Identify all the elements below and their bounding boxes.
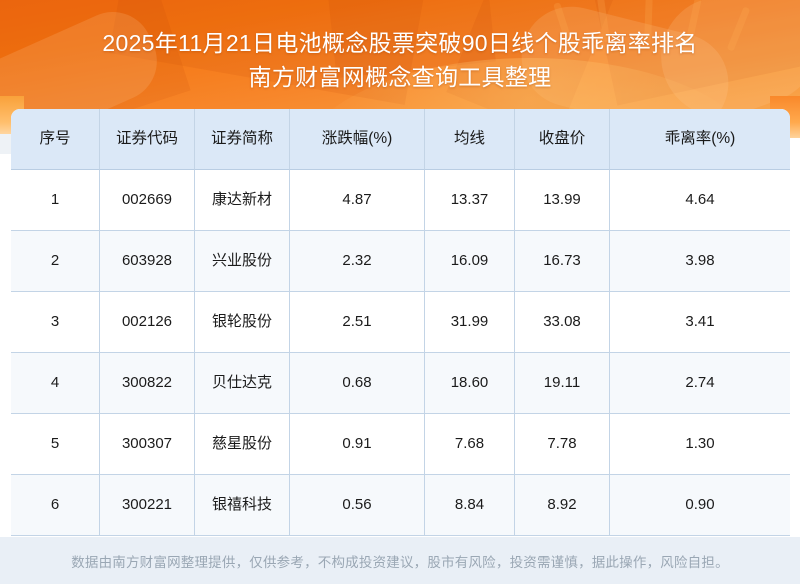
cell-bias: 1.30 [610, 414, 790, 475]
column-header-close[interactable]: 收盘价 [515, 109, 610, 170]
table-body: 1 002669 康达新材 4.87 13.37 13.99 4.64 2 60… [11, 170, 790, 536]
table-row[interactable]: 2 603928 兴业股份 2.32 16.09 16.73 3.98 [11, 231, 790, 292]
cell-close: 7.78 [515, 414, 610, 475]
cell-ma: 31.99 [425, 292, 515, 353]
cell-shortname: 康达新材 [195, 170, 290, 231]
cell-close: 33.08 [515, 292, 610, 353]
column-header-code[interactable]: 证券代码 [100, 109, 195, 170]
cell-shortname: 兴业股份 [195, 231, 290, 292]
page-subtitle: 南方财富网概念查询工具整理 [248, 64, 552, 90]
page-title: 2025年11月21日电池概念股票突破90日线个股乖离率排名 [102, 30, 698, 56]
column-header-change[interactable]: 涨跌幅(%) [290, 109, 425, 170]
cell-ma: 13.37 [425, 170, 515, 231]
footer-bar: 数据由南方财富网整理提供，仅供参考，不构成投资建议，股市有风险，投资需谨慎，据此… [0, 537, 800, 584]
cell-close: 16.73 [515, 231, 610, 292]
cell-close: 19.11 [515, 353, 610, 414]
cell-close: 13.99 [515, 170, 610, 231]
cell-code: 002669 [100, 170, 195, 231]
cell-bias: 0.90 [610, 475, 790, 536]
cell-code: 002126 [100, 292, 195, 353]
cell-index: 1 [11, 170, 100, 231]
table-row[interactable]: 3 002126 银轮股份 2.51 31.99 33.08 3.41 [11, 292, 790, 353]
cell-change: 2.32 [290, 231, 425, 292]
cell-change: 4.87 [290, 170, 425, 231]
cell-index: 2 [11, 231, 100, 292]
cell-bias: 2.74 [610, 353, 790, 414]
table-header-row: 序号 证券代码 证券简称 涨跌幅(%) 均线 收盘价 乖离率(%) [11, 109, 790, 170]
table-row[interactable]: 4 300822 贝仕达克 0.68 18.60 19.11 2.74 [11, 353, 790, 414]
cell-shortname: 银轮股份 [195, 292, 290, 353]
cell-ma: 7.68 [425, 414, 515, 475]
cell-code: 300307 [100, 414, 195, 475]
table-row[interactable]: 6 300221 银禧科技 0.56 8.84 8.92 0.90 [11, 475, 790, 536]
column-header-index[interactable]: 序号 [11, 109, 100, 170]
table-header: 序号 证券代码 证券简称 涨跌幅(%) 均线 收盘价 乖离率(%) [11, 109, 790, 170]
cell-bias: 3.41 [610, 292, 790, 353]
cell-code: 300822 [100, 353, 195, 414]
cell-change: 0.91 [290, 414, 425, 475]
cell-close: 8.92 [515, 475, 610, 536]
cell-index: 6 [11, 475, 100, 536]
cell-ma: 16.09 [425, 231, 515, 292]
column-header-ma[interactable]: 均线 [425, 109, 515, 170]
column-header-shortname[interactable]: 证券简称 [195, 109, 290, 170]
ranking-table-container: 序号 证券代码 证券简称 涨跌幅(%) 均线 收盘价 乖离率(%) 1 0026… [11, 109, 790, 536]
cell-ma: 8.84 [425, 475, 515, 536]
cell-code: 300221 [100, 475, 195, 536]
cell-index: 5 [11, 414, 100, 475]
cell-bias: 4.64 [610, 170, 790, 231]
cell-index: 4 [11, 353, 100, 414]
table-row[interactable]: 5 300307 慈星股份 0.91 7.68 7.78 1.30 [11, 414, 790, 475]
table-row[interactable]: 1 002669 康达新材 4.87 13.37 13.99 4.64 [11, 170, 790, 231]
banner-title-block: 2025年11月21日电池概念股票突破90日线个股乖离率排名 南方财富网概念查询… [0, 0, 800, 120]
cell-shortname: 贝仕达克 [195, 353, 290, 414]
cell-shortname: 银禧科技 [195, 475, 290, 536]
cell-code: 603928 [100, 231, 195, 292]
cell-change: 0.56 [290, 475, 425, 536]
cell-change: 2.51 [290, 292, 425, 353]
cell-ma: 18.60 [425, 353, 515, 414]
disclaimer-text: 数据由南方财富网整理提供，仅供参考，不构成投资建议，股市有风险，投资需谨慎，据此… [71, 554, 729, 570]
cell-index: 3 [11, 292, 100, 353]
ranking-table: 序号 证券代码 证券简称 涨跌幅(%) 均线 收盘价 乖离率(%) 1 0026… [11, 109, 790, 536]
cell-shortname: 慈星股份 [195, 414, 290, 475]
cell-bias: 3.98 [610, 231, 790, 292]
cell-change: 0.68 [290, 353, 425, 414]
page-banner [0, 0, 800, 120]
column-header-bias[interactable]: 乖离率(%) [610, 109, 790, 170]
